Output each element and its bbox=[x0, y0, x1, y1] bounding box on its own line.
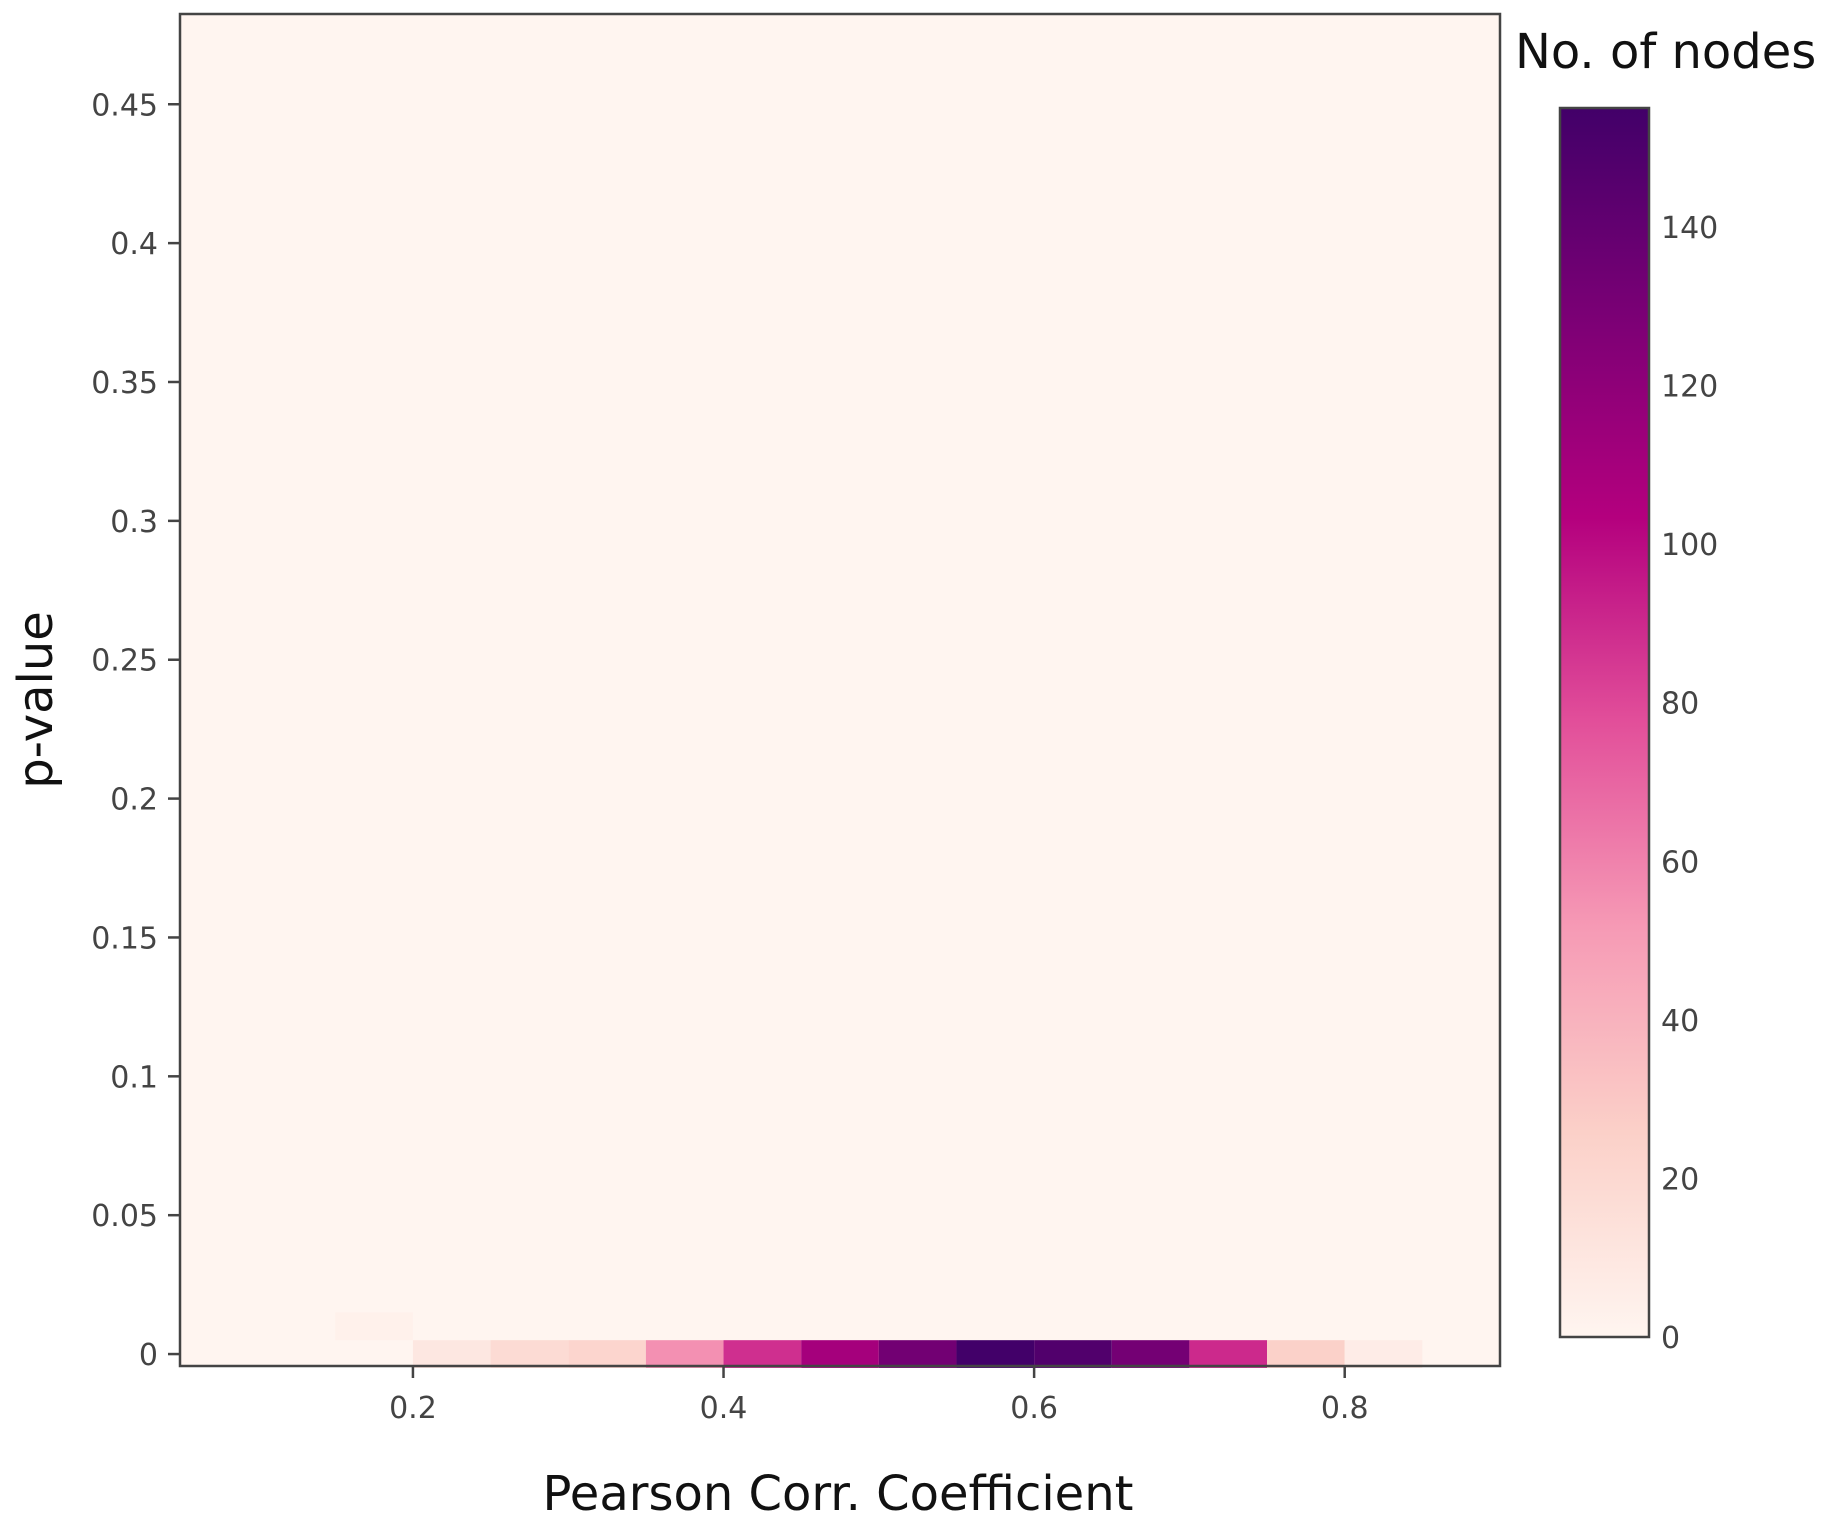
x-tick-label: 0.4 bbox=[700, 1391, 748, 1426]
heatmap-cell bbox=[335, 1312, 413, 1341]
colorbar-tick-label: 60 bbox=[1661, 845, 1699, 880]
plot-background bbox=[180, 14, 1500, 1366]
colorbar-title: No. of nodes bbox=[1515, 24, 1816, 80]
y-tick-label: 0 bbox=[139, 1338, 158, 1373]
y-tick-label: 0.05 bbox=[91, 1199, 158, 1234]
y-tick-label: 0.1 bbox=[110, 1060, 158, 1095]
heatmap-cell bbox=[878, 1340, 957, 1368]
x-tick-label: 0.2 bbox=[389, 1391, 437, 1426]
y-tick-label: 0.3 bbox=[110, 505, 158, 540]
colorbar-tick-label: 120 bbox=[1661, 370, 1718, 405]
heatmap-cell bbox=[412, 1340, 491, 1368]
colorbar-tick-label: 100 bbox=[1661, 528, 1718, 563]
heatmap-cell bbox=[1111, 1340, 1190, 1368]
heatmap-cell bbox=[1344, 1340, 1423, 1368]
x-tick-label: 0.8 bbox=[1321, 1391, 1369, 1426]
colorbar-tick-label: 40 bbox=[1661, 1004, 1699, 1039]
colorbar-tick-label: 140 bbox=[1661, 211, 1718, 246]
y-tick-label: 0.4 bbox=[110, 227, 158, 262]
y-tick-label: 0.45 bbox=[91, 88, 158, 123]
colorbar-ticks: 0 20 40 60 80 100 120 140 bbox=[1661, 211, 1718, 1356]
y-tick-label: 0.2 bbox=[110, 783, 158, 818]
heatmap-cell bbox=[1189, 1340, 1268, 1368]
heatmap-cell bbox=[801, 1340, 879, 1368]
y-tick-label: 0.25 bbox=[91, 644, 158, 679]
heatmap-cells bbox=[335, 1312, 1423, 1368]
colorbar-tick-label: 0 bbox=[1661, 1321, 1680, 1356]
heatmap-cell bbox=[490, 1340, 569, 1368]
heatmap-cell bbox=[1034, 1340, 1112, 1368]
heatmap-cell bbox=[723, 1340, 802, 1368]
x-tick-label: 0.6 bbox=[1010, 1391, 1058, 1426]
x-axis-ticks: 0.2 0.4 0.6 0.8 bbox=[389, 1366, 1369, 1426]
colorbar-tick-label: 20 bbox=[1661, 1162, 1699, 1197]
heatmap-cell bbox=[568, 1340, 646, 1368]
heatmap-cell bbox=[645, 1340, 724, 1368]
heatmap-cell bbox=[1267, 1340, 1345, 1368]
plot-area-fill bbox=[180, 14, 1500, 1366]
y-tick-label: 0.35 bbox=[91, 366, 158, 401]
y-axis-ticks: 0 0.05 0.1 0.15 0.2 0.25 0.3 0.35 0.4 0.45 bbox=[91, 88, 180, 1373]
y-tick-label: 0.15 bbox=[91, 921, 158, 956]
x-axis-title: Pearson Corr. Coefficient bbox=[543, 1466, 1134, 1522]
y-axis-title: p-value bbox=[8, 611, 64, 789]
colorbar bbox=[1558, 106, 1651, 1339]
heatmap-cell bbox=[956, 1340, 1035, 1368]
plot-frame bbox=[178, 12, 1502, 1368]
colorbar-tick-label: 80 bbox=[1661, 687, 1699, 722]
